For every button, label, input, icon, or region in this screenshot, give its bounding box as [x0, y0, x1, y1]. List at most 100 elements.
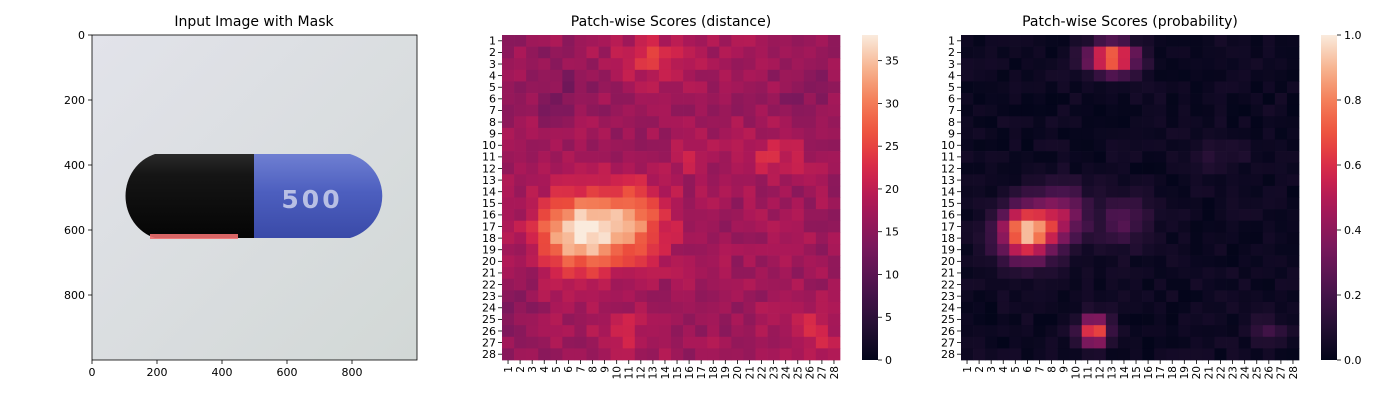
- distance-heatmap-cell: [538, 348, 551, 361]
- distance-heatmap-cell: [767, 58, 780, 71]
- probability-heatmap-cell: [1262, 58, 1276, 71]
- distance-heatmap-cell: [755, 325, 768, 338]
- probability-heatmap-cell: [1202, 46, 1215, 59]
- distance-heatmap-cell: [598, 325, 611, 338]
- distance-heatmap-cell: [574, 116, 587, 129]
- distance-heatmap-cell: [791, 127, 805, 140]
- distance-heatmap-cell: [707, 174, 720, 187]
- probability-heatmap-ytick-label: 9: [948, 127, 955, 140]
- distance-heatmap-ytick-label: 8: [489, 116, 496, 129]
- distance-heatmap-xtick-label: 21: [744, 366, 756, 379]
- probability-heatmap-cell: [985, 325, 998, 338]
- distance-heatmap-cell: [755, 278, 768, 291]
- probability-heatmap-cell: [1226, 290, 1239, 303]
- probability-heatmap-cell: [961, 255, 974, 268]
- distance-heatmap-cell: [538, 336, 551, 349]
- distance-heatmap-cell: [767, 267, 780, 280]
- distance-heatmap-cell: [586, 290, 599, 303]
- probability-heatmap-cell: [1142, 127, 1155, 140]
- probability-heatmap-cell: [1009, 127, 1022, 140]
- probability-heatmap-cell: [1214, 162, 1227, 175]
- probability-heatmap-cell: [1130, 35, 1143, 47]
- probability-heatmap-cell: [1190, 313, 1203, 326]
- distance-heatmap-cell: [586, 174, 599, 187]
- distance-heatmap-cell: [586, 35, 599, 47]
- distance-heatmap-cell: [791, 220, 805, 233]
- probability-heatmap-cell: [1093, 174, 1107, 187]
- distance-heatmap-cell: [574, 348, 587, 361]
- distance-heatmap-cell: [622, 93, 636, 105]
- probability-heatmap-cell: [1190, 139, 1203, 152]
- probability-heatmap-cell: [1226, 104, 1239, 117]
- probability-heatmap-cell: [1238, 313, 1252, 326]
- distance-heatmap-cell: [767, 301, 780, 314]
- distance-heatmap-cell: [767, 139, 780, 152]
- probability-heatmap-cell: [1057, 185, 1070, 198]
- probability-heatmap-cell: [973, 174, 986, 187]
- probability-heatmap-cell: [1105, 232, 1119, 245]
- probability-heatmap-cell: [1202, 290, 1215, 303]
- distance-heatmap-cell: [538, 243, 551, 256]
- probability-heatmap-cell: [1250, 81, 1264, 94]
- distance-heatmap-cell: [731, 104, 744, 117]
- distance-heatmap-cell: [562, 162, 575, 175]
- distance-heatmap-cell: [743, 325, 756, 338]
- distance-heatmap-cell: [550, 104, 563, 117]
- distance-heatmap-cell: [695, 174, 708, 187]
- probability-heatmap-cell: [1154, 69, 1167, 82]
- probability-heatmap-cell: [1105, 127, 1119, 140]
- distance-heatmap-cell: [683, 209, 696, 222]
- probability-heatmap-cell: [1045, 243, 1058, 256]
- distance-heatmap-cell: [719, 162, 732, 175]
- probability-heatmap-cell: [1057, 139, 1070, 152]
- distance-heatmap-cell: [791, 290, 805, 303]
- probability-heatmap-cell: [1105, 243, 1119, 256]
- probability-heatmap-cell: [997, 197, 1010, 210]
- probability-heatmap-cell: [1238, 209, 1252, 222]
- distance-heatmap-cell: [658, 35, 672, 47]
- probability-heatmap-cell: [997, 174, 1010, 187]
- probability-heatmap-cell: [1081, 151, 1095, 164]
- distance-heatmap-cell: [767, 46, 780, 59]
- probability-heatmap-cell: [1214, 255, 1227, 268]
- distance-heatmap-cell: [598, 209, 611, 222]
- distance-heatmap-cell: [646, 162, 660, 175]
- distance-heatmap-cell: [598, 93, 611, 105]
- probability-heatmap-ytick-label: 19: [941, 244, 955, 257]
- distance-heatmap-cell: [803, 93, 817, 105]
- distance-heatmap-cell: [803, 46, 817, 59]
- distance-heatmap-cell: [827, 162, 841, 175]
- probability-heatmap-cell: [1045, 209, 1058, 222]
- probability-heatmap-cell: [1045, 58, 1058, 71]
- probability-heatmap-cell: [1142, 151, 1155, 164]
- distance-heatmap-cell: [610, 104, 624, 117]
- distance-heatmap-cell: [731, 151, 744, 164]
- distance-heatmap-cell: [779, 267, 793, 280]
- distance-heatmap-cell: [562, 301, 575, 314]
- probability-heatmap-cell: [985, 232, 998, 245]
- probability-heatmap-cell: [1009, 301, 1022, 314]
- probability-heatmap-xtick-label: 24: [1239, 366, 1251, 380]
- distance-heatmap-cell: [502, 243, 515, 256]
- distance-heatmap-cell: [755, 151, 768, 164]
- distance-heatmap-cell: [634, 69, 648, 82]
- distance-heatmap-cell: [719, 197, 732, 210]
- probability-heatmap-cell: [1081, 185, 1095, 198]
- probability-heatmap-cell: [1045, 93, 1058, 105]
- distance-heatmap-cell: [502, 127, 515, 140]
- probability-heatmap-ytick-label: 16: [941, 209, 955, 222]
- probability-heatmap-cell: [1142, 104, 1155, 117]
- distance-heatmap-cell: [574, 278, 587, 291]
- probability-heatmap-cell: [1202, 197, 1215, 210]
- distance-heatmap-cell: [743, 290, 756, 303]
- distance-heatmap-cell: [658, 81, 672, 94]
- probability-heatmap-xtick-label: 14: [1119, 366, 1131, 380]
- probability-heatmap-cell: [1274, 197, 1288, 210]
- distance-heatmap-cell: [743, 46, 756, 59]
- probability-heatmap-cell: [1190, 104, 1203, 117]
- probability-heatmap-cell: [1069, 220, 1083, 233]
- distance-heatmap-xtick-label: 10: [611, 366, 623, 379]
- probability-heatmap-xtick-label: 16: [1143, 366, 1155, 380]
- distance-heatmap-cell: [827, 93, 841, 105]
